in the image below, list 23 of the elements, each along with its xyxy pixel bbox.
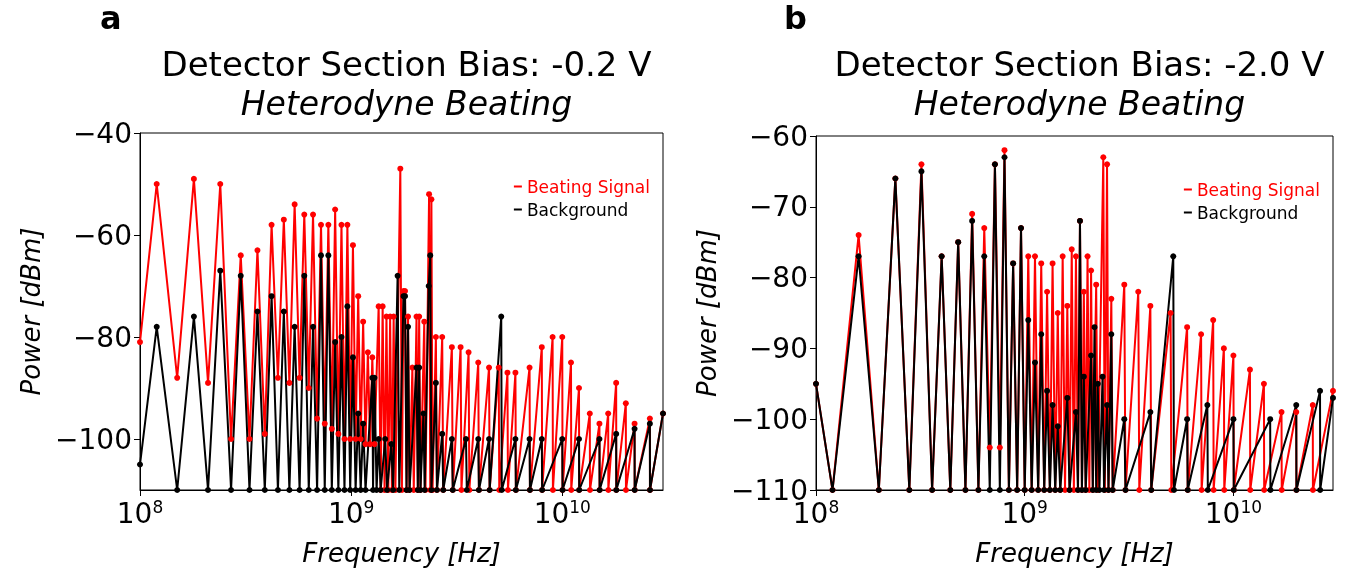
- y-tick-label: −100: [731, 402, 808, 436]
- legend-label: Background: [1196, 202, 1299, 223]
- legend-label: Beating Signal: [526, 176, 651, 197]
- x-axis-title: Frequency [Hz]: [975, 538, 1174, 568]
- chart-subtitle: Heterodyne Beating: [913, 84, 1246, 123]
- legend-label: Background: [526, 199, 629, 220]
- text: a: [100, 0, 122, 37]
- y-tick-label: −100: [55, 422, 132, 456]
- y-tick-label: −60: [748, 119, 808, 153]
- chart-subtitle: Heterodyne Beating: [240, 84, 573, 123]
- text: b: [784, 0, 807, 37]
- y-axis-title: Power [dBm]: [692, 229, 723, 397]
- y-tick-label: −40: [72, 116, 132, 150]
- chart-title: Detector Section Bias: -0.2 V: [161, 44, 652, 84]
- y-tick-label: −60: [72, 218, 132, 252]
- y-tick-label: −90: [748, 331, 808, 365]
- y-tick-label: −80: [72, 320, 132, 354]
- y-tick-label: −80: [748, 261, 808, 295]
- legend-label: Beating Signal: [1196, 179, 1321, 200]
- chart-title: Detector Section Bias: -2.0 V: [834, 44, 1325, 84]
- y-axis-title: Power [dBm]: [16, 227, 47, 396]
- y-tick-label: −70: [748, 190, 808, 224]
- x-axis-title: Frequency [Hz]: [302, 538, 501, 568]
